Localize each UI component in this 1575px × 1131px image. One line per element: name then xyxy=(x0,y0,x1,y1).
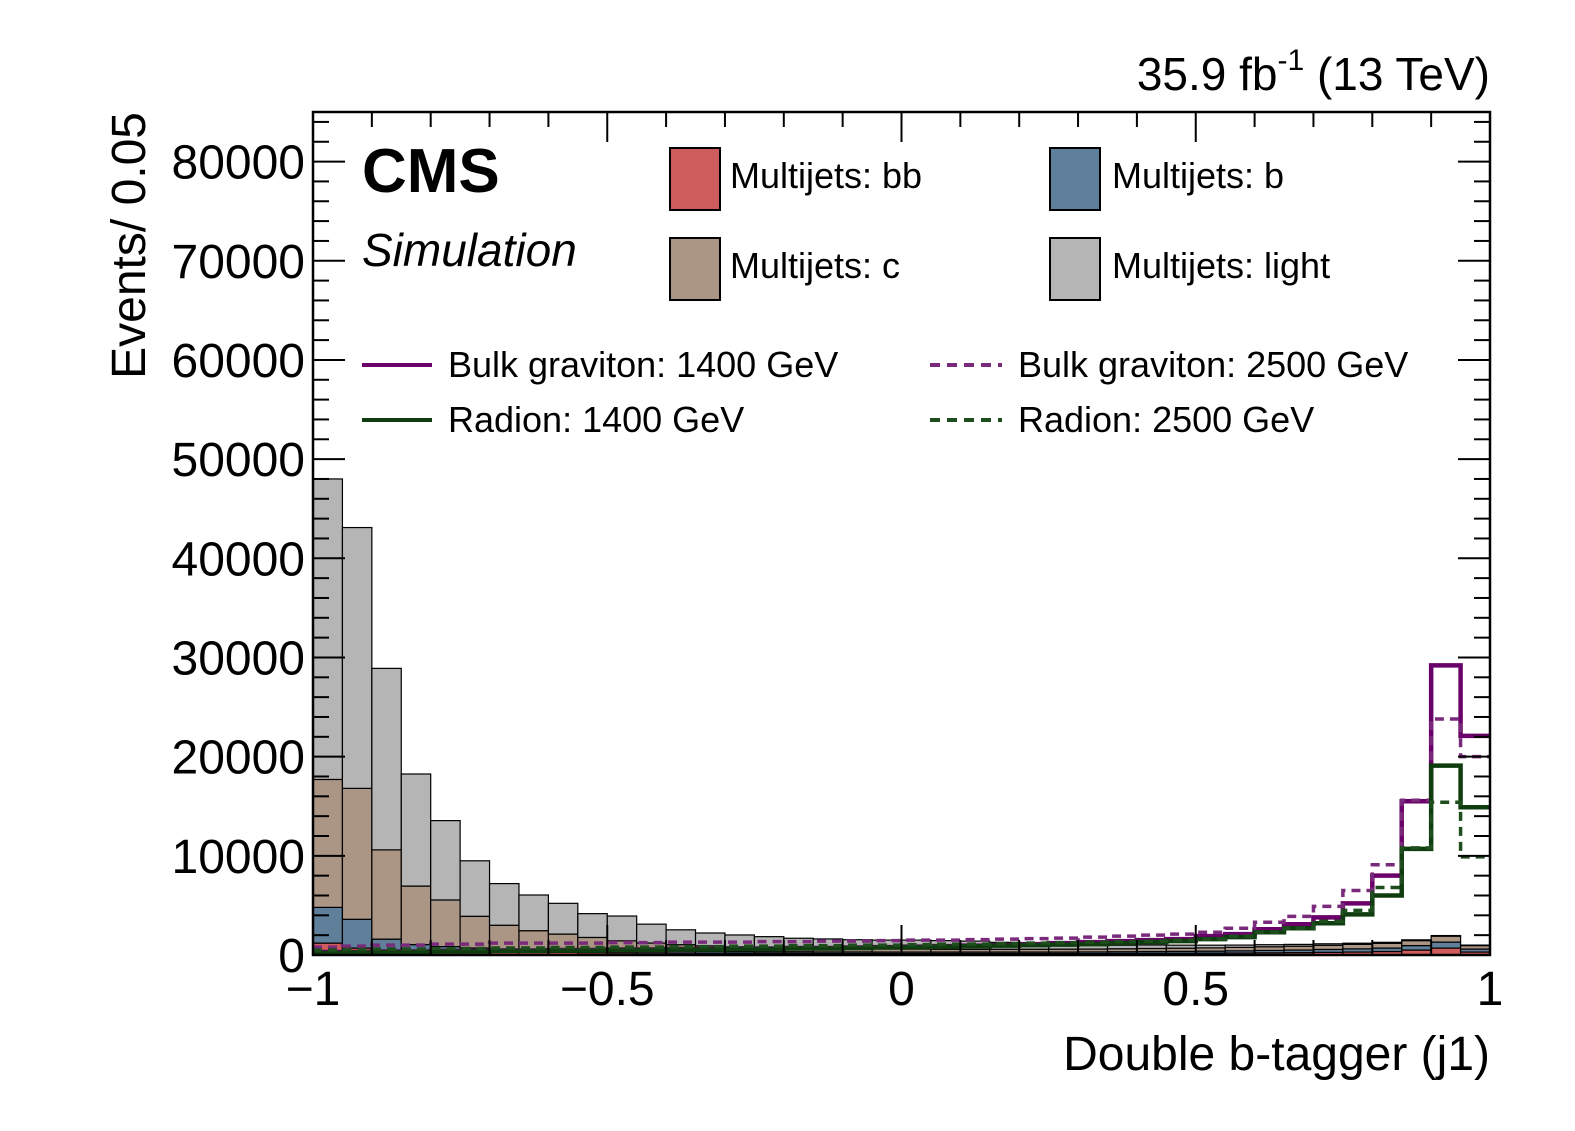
simulation-label: Simulation xyxy=(362,224,577,276)
bar-light-33 xyxy=(1283,943,1315,947)
legend-swatch-bb xyxy=(669,147,721,211)
x-tick-label: 0.5 xyxy=(1162,963,1229,1016)
series-light xyxy=(312,478,1491,950)
legend-swatch-c xyxy=(669,237,721,301)
bar-light-30 xyxy=(1195,944,1226,949)
legend: Multijets: bb Multijets: b Multijets: c … xyxy=(362,147,1408,440)
y-tick-label: 20000 xyxy=(172,732,305,785)
bar-b-0 xyxy=(312,906,344,944)
bar-light-3 xyxy=(400,773,432,887)
bar-c-2 xyxy=(371,849,402,940)
bar-light-35 xyxy=(1342,942,1373,945)
bar-light-5 xyxy=(459,860,491,917)
x-axis-label: Double b-tagger (j1) xyxy=(1063,1028,1490,1081)
bar-c-36 xyxy=(1371,942,1403,949)
bar-c-3 xyxy=(400,885,432,946)
bar-light-32 xyxy=(1253,944,1285,948)
y-tick-label: 10000 xyxy=(172,831,305,884)
y-tick-label: 60000 xyxy=(172,335,305,388)
legend-label-b: Multijets: b xyxy=(1112,155,1284,196)
x-tick-label: −0.5 xyxy=(560,963,655,1016)
bar-light-4 xyxy=(430,820,461,901)
bar-c-6 xyxy=(488,924,520,950)
y-tick-label: 0 xyxy=(278,930,305,983)
bar-light-29 xyxy=(1165,944,1197,949)
bar-light-13 xyxy=(694,932,726,947)
y-tick-label: 70000 xyxy=(172,236,305,289)
bar-c-1 xyxy=(341,787,373,920)
bar-light-0 xyxy=(312,478,344,781)
bar-light-28 xyxy=(1136,944,1167,950)
legend-label-grav1400: Bulk graviton: 1400 GeV xyxy=(448,344,838,385)
bar-c-34 xyxy=(1312,944,1344,951)
lumi-superscript: -1 xyxy=(1278,44,1305,77)
bar-light-11 xyxy=(636,923,667,944)
legend-label-rad1400: Radion: 1400 GeV xyxy=(448,399,744,440)
bar-c-38 xyxy=(1430,935,1462,943)
y-axis-label: Events/ 0.05 xyxy=(103,112,156,379)
bar-light-1 xyxy=(341,526,373,789)
line-rad2500 xyxy=(313,800,1490,952)
line-grav2500 xyxy=(313,717,1490,949)
bar-c-0 xyxy=(312,778,344,908)
bar-light-6 xyxy=(488,882,520,926)
y-tick-label: 30000 xyxy=(172,632,305,685)
bar-c-37 xyxy=(1401,940,1432,947)
bar-light-9 xyxy=(577,913,608,939)
tick-labels: 0 10000 20000 30000 40000 50000 60000 70000 8000… xyxy=(172,137,1504,1016)
bar-b-38 xyxy=(1430,941,1462,949)
x-tick-label: 0 xyxy=(888,963,915,1016)
x-tick-label: 1 xyxy=(1477,963,1504,1016)
bar-c-5 xyxy=(459,915,491,949)
bar-b-37 xyxy=(1401,944,1432,951)
legend-label-c: Multijets: c xyxy=(730,245,900,286)
bar-light-34 xyxy=(1312,943,1344,946)
legend-swatch-light xyxy=(1049,237,1101,301)
legend-label-bb: Multijets: bb xyxy=(730,155,922,196)
bar-light-27 xyxy=(1106,944,1138,950)
x-tick-label: −1 xyxy=(286,963,341,1016)
energy-label: (13 TeV) xyxy=(1304,48,1490,100)
bar-light-2 xyxy=(371,667,402,851)
axis-ticks xyxy=(312,112,1491,956)
bar-b-1 xyxy=(341,918,373,949)
cms-label: CMS xyxy=(362,137,500,206)
legend-label-light: Multijets: light xyxy=(1112,245,1330,286)
lumi-label: 35.9 fb-1 (13 TeV) xyxy=(1137,44,1490,100)
bar-light-31 xyxy=(1224,944,1256,948)
legend-label-rad2500: Radion: 2500 GeV xyxy=(1018,399,1314,440)
bar-light-38 xyxy=(1430,934,1462,937)
bar-light-36 xyxy=(1371,941,1403,944)
bar-light-10 xyxy=(606,915,638,942)
y-tick-label: 40000 xyxy=(172,533,305,586)
bar-light-37 xyxy=(1401,939,1432,942)
bar-light-7 xyxy=(518,894,549,932)
legend-label-grav2500: Bulk graviton: 2500 GeV xyxy=(1018,344,1408,385)
legend-swatch-b xyxy=(1049,147,1101,211)
y-tick-label: 50000 xyxy=(172,434,305,487)
stacked-histogram xyxy=(312,478,1491,956)
bar-c-35 xyxy=(1342,943,1373,950)
bar-c-4 xyxy=(430,899,461,948)
bar-light-8 xyxy=(547,902,579,935)
y-tick-label: 80000 xyxy=(172,137,305,190)
